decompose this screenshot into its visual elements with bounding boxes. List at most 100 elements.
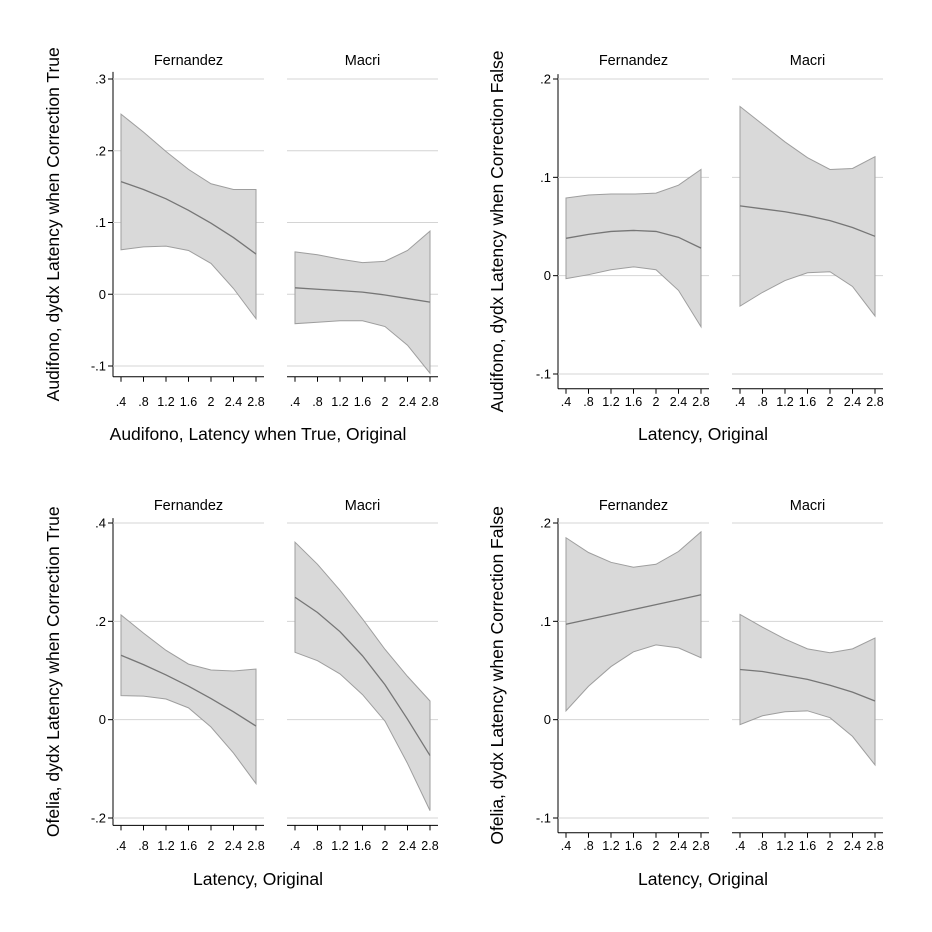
x-tick-label: 2.8 — [866, 839, 883, 853]
x-tick-label: .8 — [757, 839, 767, 853]
panel-macri: Macri .4 .8 1.2 1.6 2 2.4 2.8 — [287, 53, 439, 409]
x-axis-label: Latency, Original — [638, 424, 768, 444]
estimate-line — [739, 205, 876, 237]
y-tick-label: 0 — [544, 268, 551, 283]
x-tick-label: 1.6 — [354, 839, 371, 853]
chart-2: -.1 0 .1 .2 Audifono, dydx Latency when Corr… — [487, 50, 884, 444]
y-tick-label: -.2 — [91, 811, 106, 826]
panel-title: Fernandez — [599, 53, 668, 69]
estimate-line — [294, 287, 431, 303]
y-tick-label: .2 — [95, 143, 106, 158]
chart-4: -.1 0 .1 .2 Ofelia, dydx Latency when Correc… — [487, 498, 884, 889]
x-axis-label: Latency, Original — [638, 869, 768, 889]
x-tick-label: .8 — [583, 839, 593, 853]
panel-title: Macri — [790, 53, 825, 69]
confidence-band — [739, 105, 876, 318]
x-tick-label: 2 — [653, 839, 660, 853]
x-tick-label: 1.2 — [602, 395, 619, 409]
x-tick-label: 2.4 — [844, 839, 861, 853]
confidence-band — [294, 540, 431, 811]
x-tick-label: 1.2 — [157, 395, 174, 409]
panel-fernandez: Fernandez .4 .8 1.2 1.6 2 2.4 2.8 — [558, 498, 710, 853]
estimate-line — [739, 668, 876, 702]
x-tick-label: .4 — [116, 395, 126, 409]
x-tick-label: .8 — [138, 395, 148, 409]
x-tick-label: 2.8 — [692, 839, 709, 853]
estimate-line — [120, 654, 257, 727]
x-tick-label: .8 — [583, 395, 593, 409]
panel-fernandez: Fernandez .4 .8 1.2 1.6 2 2.4 2.8 — [558, 53, 710, 409]
panel-title: Macri — [345, 53, 380, 69]
x-tick-label: 2 — [382, 395, 389, 409]
x-tick-label: 2.8 — [421, 395, 438, 409]
x-tick-label: 1.6 — [354, 395, 371, 409]
x-tick-label: 1.2 — [602, 839, 619, 853]
x-tick-label: 2.4 — [399, 395, 416, 409]
x-tick-label: .8 — [312, 395, 322, 409]
x-tick-label: 1.2 — [776, 395, 793, 409]
x-tick-label: 2 — [208, 839, 215, 853]
x-tick-label: 2.8 — [866, 395, 883, 409]
estimate-line — [565, 594, 702, 625]
x-tick-label: 1.6 — [180, 839, 197, 853]
x-tick-label: 2.4 — [225, 395, 242, 409]
x-tick-label: .4 — [290, 839, 300, 853]
x-tick-label: .8 — [757, 395, 767, 409]
x-tick-label: .4 — [561, 395, 571, 409]
confidence-band — [565, 168, 702, 329]
y-tick-label: .2 — [95, 614, 106, 629]
y-axis-label: Audifono, dydx Latency when Correction T… — [43, 47, 63, 401]
chart-3: -.2 0 .2 .4 Ofelia, dydx Latency when Correc… — [43, 498, 439, 889]
panel-title: Macri — [345, 498, 380, 514]
estimate-line — [294, 596, 431, 756]
x-axis-label: Latency, Original — [193, 869, 323, 889]
chart-1: -.1 0 .1 .2 .3 Audifono, dydx Latency when Co… — [43, 47, 439, 444]
x-tick-label: .4 — [735, 839, 745, 853]
x-axis-label: Audifono, Latency when True, Original — [110, 424, 407, 444]
x-tick-label: 2 — [653, 395, 660, 409]
x-tick-label: 2.8 — [247, 395, 264, 409]
y-tick-label: .1 — [540, 614, 551, 629]
x-tick-label: 2.8 — [421, 839, 438, 853]
estimate-line — [565, 229, 702, 249]
y-tick-label: 0 — [99, 287, 106, 302]
x-tick-label: 2.8 — [692, 395, 709, 409]
x-tick-label: .8 — [138, 839, 148, 853]
x-tick-label: .4 — [735, 395, 745, 409]
x-tick-label: 2.4 — [225, 839, 242, 853]
x-tick-label: 2 — [827, 395, 834, 409]
y-tick-label: -.1 — [536, 367, 551, 382]
y-tick-label: -.1 — [536, 811, 551, 826]
confidence-band — [565, 530, 702, 713]
y-tick-label: .2 — [540, 72, 551, 87]
y-tick-label: .2 — [540, 516, 551, 531]
panel-title: Fernandez — [154, 498, 223, 514]
x-tick-label: 2.4 — [399, 839, 416, 853]
x-tick-label: 2 — [208, 395, 215, 409]
x-tick-label: .4 — [290, 395, 300, 409]
x-tick-label: 1.2 — [157, 839, 174, 853]
x-tick-label: .8 — [312, 839, 322, 853]
panel-title: Macri — [790, 498, 825, 514]
x-tick-label: 2.4 — [670, 395, 687, 409]
y-axis-label: Ofelia, dydx Latency when Correction Tru… — [43, 506, 63, 837]
x-tick-label: 1.6 — [180, 395, 197, 409]
x-tick-label: 1.6 — [625, 395, 642, 409]
x-tick-label: .4 — [116, 839, 126, 853]
confidence-band — [120, 113, 257, 321]
panel-fernandez: Fernandez .4 .8 1.2 1.6 2 2.4 2.8 — [113, 498, 265, 853]
y-tick-label: .3 — [95, 72, 106, 87]
y-axis-label: Audifono, dydx Latency when Correction F… — [487, 50, 507, 412]
y-tick-label: .1 — [95, 215, 106, 230]
x-tick-label: 1.2 — [331, 839, 348, 853]
estimate-line — [120, 180, 257, 255]
x-tick-label: 2.4 — [844, 395, 861, 409]
confidence-band — [739, 613, 876, 767]
y-tick-label: 0 — [544, 712, 551, 727]
y-tick-label: .1 — [540, 170, 551, 185]
panel-title: Fernandez — [599, 498, 668, 514]
panel-fernandez: Fernandez .4 .8 1.2 1.6 2 2.4 2.8 — [113, 53, 265, 409]
x-tick-label: .4 — [561, 839, 571, 853]
y-tick-label: -.1 — [91, 359, 106, 374]
